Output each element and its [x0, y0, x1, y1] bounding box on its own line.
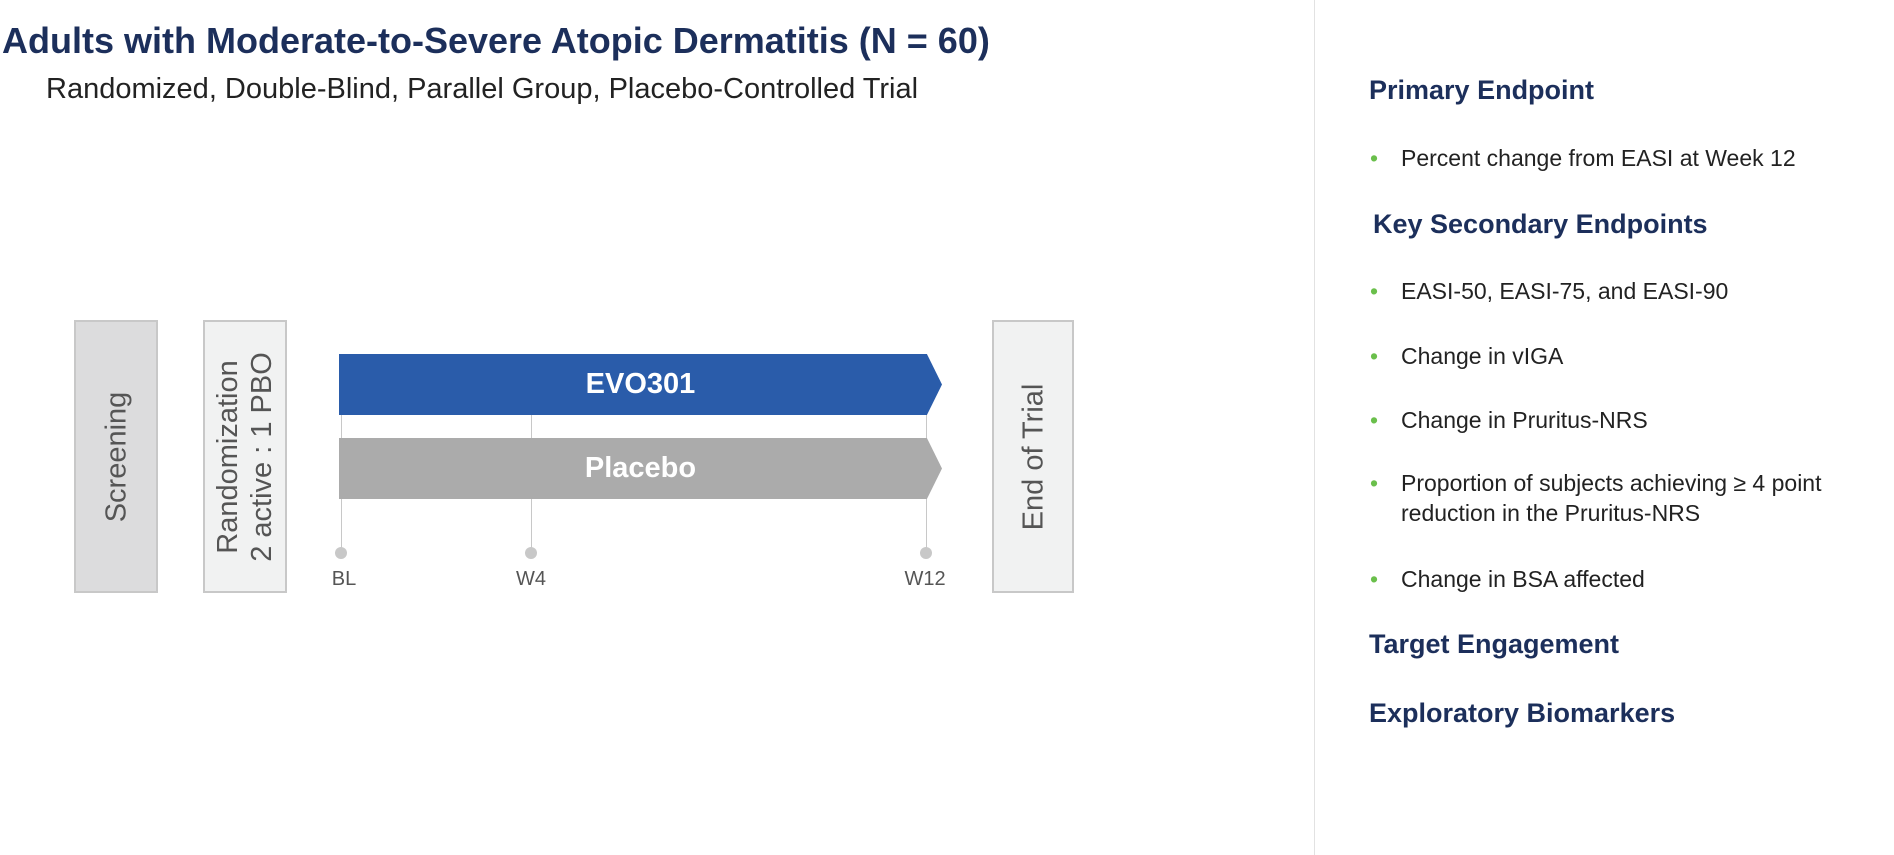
timepoint-label: W4 [516, 568, 546, 590]
evo301-arm: EVO301 [339, 354, 942, 415]
page-title: Adults with Moderate-to-Severe Atopic De… [2, 20, 990, 61]
bullet-icon: • [1370, 343, 1379, 369]
divider [1314, 0, 1315, 855]
secondary-endpoints-heading: Key Secondary Endpoints [1373, 209, 1708, 239]
evo301-label: EVO301 [585, 368, 696, 400]
end-of-trial-box: End of Trial [992, 320, 1074, 593]
timepoint-label: BL [331, 568, 357, 590]
page-subtitle: Randomized, Double-Blind, Parallel Group… [46, 73, 919, 105]
list-item: • EASI-50, EASI-75, and EASI-90 [1370, 276, 1728, 306]
list-item: • Change in BSA affected [1370, 564, 1645, 594]
primary-endpoint-heading: Primary Endpoint [1369, 75, 1595, 105]
timepoint-dot [920, 547, 932, 559]
list-item: • Percent change from EASI at Week 12 [1370, 143, 1796, 173]
timepoint-dot [335, 547, 347, 559]
randomization-line2: 2 active : 1 PBO [246, 351, 279, 562]
item-text: Proportion of subjects achieving ≥ 4 poi… [1401, 470, 1822, 496]
item-text: Change in Pruritus-NRS [1401, 407, 1648, 433]
bullet-icon: • [1370, 145, 1379, 171]
item-text: Change in vIGA [1401, 343, 1564, 369]
exploratory-biomarkers-heading: Exploratory Biomarkers [1369, 698, 1676, 728]
placebo-arm: Placebo [339, 438, 942, 499]
list-item: • Change in Pruritus-NRS [1370, 405, 1648, 435]
randomization-box: Randomization 2 active : 1 PBO [203, 320, 287, 593]
end-of-trial-label: End of Trial [1017, 383, 1049, 530]
bullet-icon: • [1370, 566, 1379, 592]
randomization-line1: Randomization [212, 359, 245, 554]
screening-label: Screening [100, 391, 132, 522]
list-item: • Proportion of subjects achieving ≥ 4 po… [1370, 468, 1821, 528]
timepoint-dot [525, 547, 537, 559]
placebo-label: Placebo [584, 452, 697, 484]
screening-box: Screening [74, 320, 158, 593]
item-text: reduction in the Pruritus-NRS [1401, 500, 1701, 526]
bullet-icon: • [1370, 278, 1379, 304]
item-text: Percent change from EASI at Week 12 [1401, 145, 1796, 171]
bullet-icon: • [1370, 407, 1379, 433]
list-item: • Change in vIGA [1370, 341, 1563, 371]
target-engagement-heading: Target Engagement [1369, 629, 1620, 659]
bullet-icon: • [1370, 470, 1379, 496]
timepoint-label: W12 [904, 568, 946, 590]
randomization-label: Randomization 2 active : 1 PBO [211, 352, 279, 562]
item-text: EASI-50, EASI-75, and EASI-90 [1401, 278, 1729, 304]
item-text: Change in BSA affected [1401, 566, 1645, 592]
